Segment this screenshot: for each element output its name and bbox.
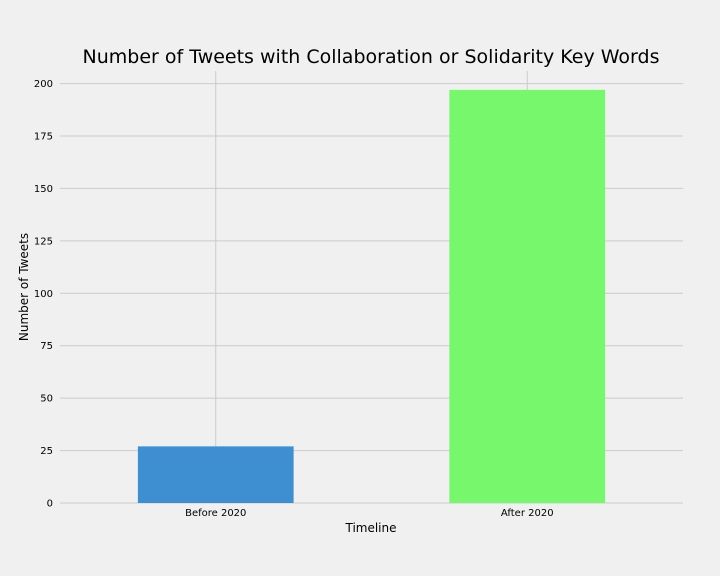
x-axis-ticks: Before 2020 After 2020 [185, 508, 553, 519]
y-tick-label: 200 [34, 79, 53, 90]
x-tick-label: After 2020 [501, 508, 554, 519]
y-tick-label: 75 [40, 341, 53, 352]
y-tick-label: 125 [34, 236, 53, 247]
chart-title: Number of Tweets with Collaboration or S… [83, 46, 660, 68]
x-axis-label: Timeline [344, 521, 396, 535]
y-tick-label: 50 [40, 394, 53, 405]
bars [137, 89, 606, 504]
bar [137, 446, 294, 503]
y-tick-label: 175 [34, 132, 53, 143]
y-tick-label: 150 [34, 184, 53, 195]
y-tick-label: 0 [47, 499, 53, 510]
y-axis-label: Number of Tweets [17, 233, 31, 341]
y-axis-ticks: 0 25 50 75 100 125 150 175 200 [34, 79, 53, 509]
x-tick-label: Before 2020 [185, 508, 246, 519]
bar [449, 89, 606, 504]
y-tick-label: 25 [40, 446, 53, 457]
y-tick-label: 100 [34, 289, 53, 300]
